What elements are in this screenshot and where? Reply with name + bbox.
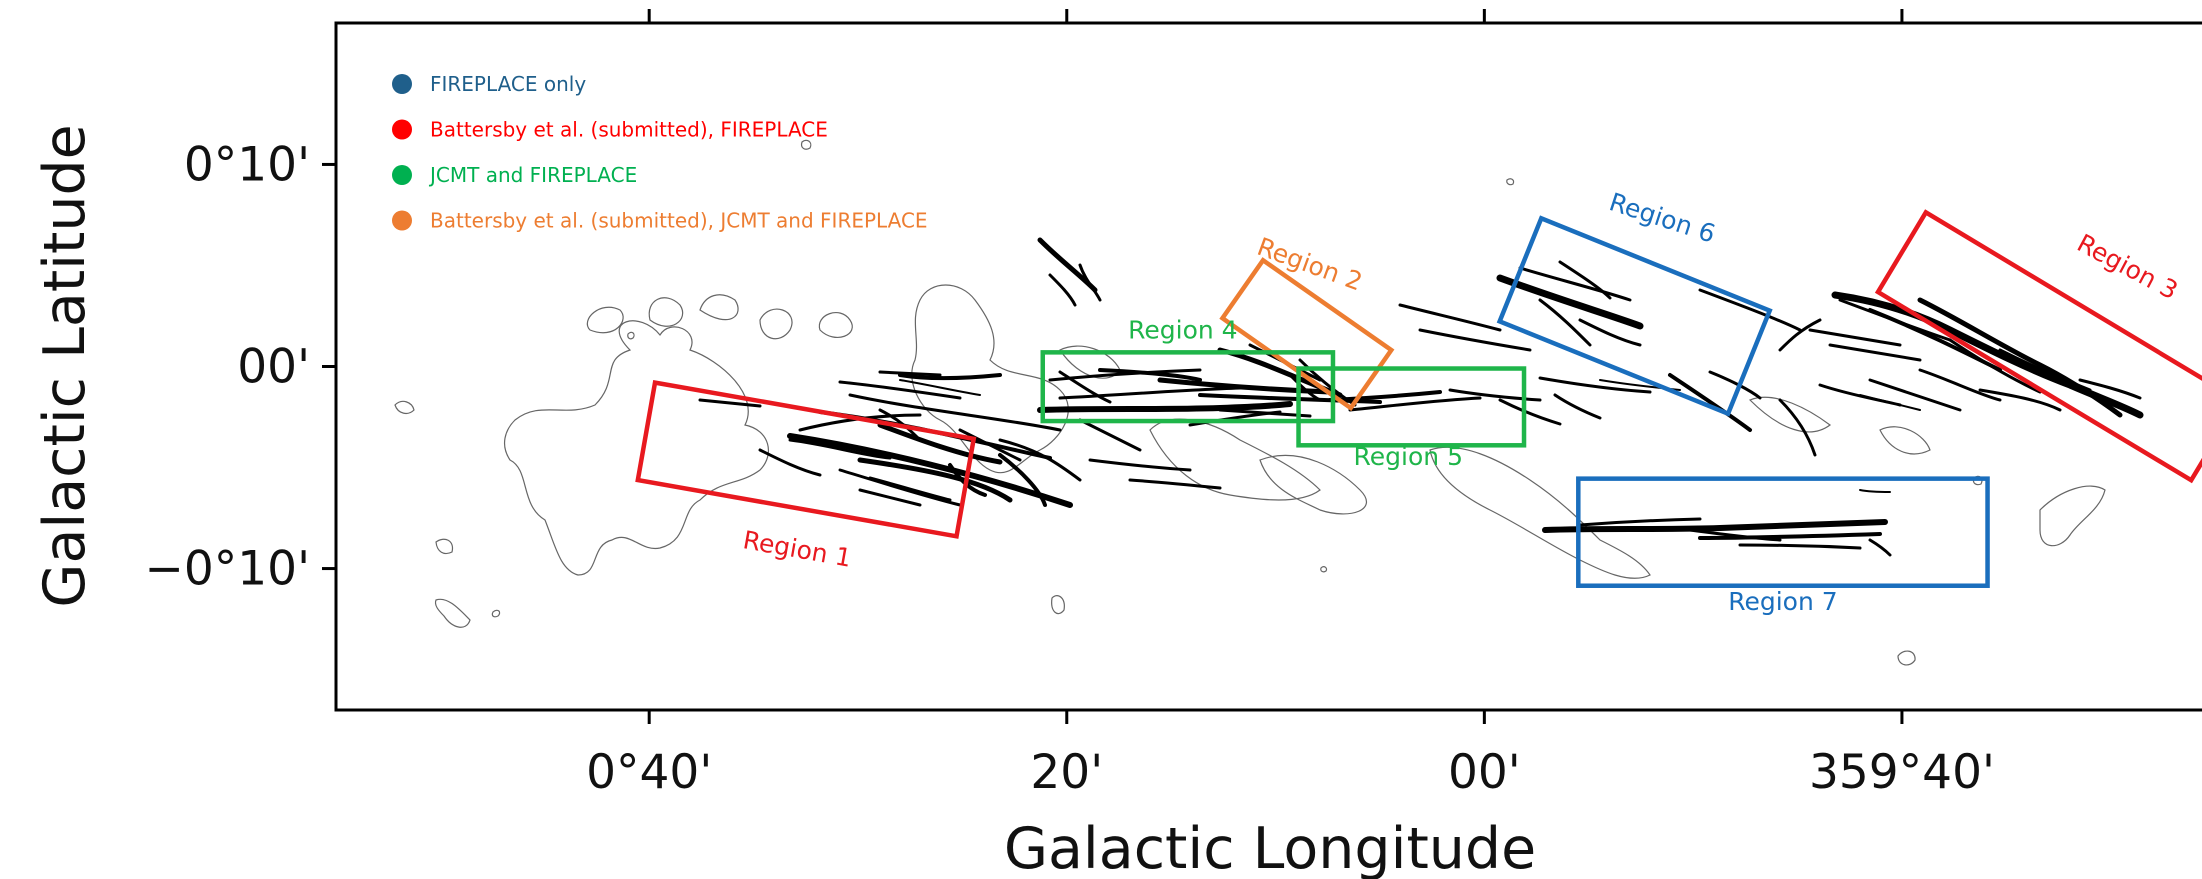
region-label: Region 7 — [1728, 587, 1837, 616]
legend: FIREPLACE only Battersby et al. (submitte… — [392, 72, 928, 233]
legend-marker — [392, 74, 412, 94]
region-label: Region 6 — [1606, 187, 1719, 248]
x-tick-label: 0°40' — [586, 745, 712, 800]
region-outline — [635, 379, 977, 539]
region-box-3 — [1874, 209, 2202, 484]
region-outline — [1040, 350, 1336, 424]
legend-label: Battersby et al. (submitted), FIREPLACE — [430, 118, 828, 142]
legend-marker — [392, 119, 412, 140]
axis-ticks — [322, 9, 1904, 724]
region-outline — [1496, 215, 1773, 417]
region-box-5 — [1296, 366, 1527, 448]
x-tick-label: 359°40' — [1809, 745, 1995, 800]
y-tick-label: 00' — [237, 340, 310, 395]
x-tick-label: 00' — [1448, 745, 1521, 800]
region-label: Region 4 — [1128, 316, 1237, 345]
region-outline — [1219, 257, 1395, 412]
filaments — [698, 237, 2144, 557]
region-box-1 — [635, 379, 977, 539]
regions: Region 1 Region 2 Region 3 Region 4 Region 5… — [635, 187, 2202, 616]
y-axis-title: Galactic Latitude — [32, 124, 98, 607]
y-tick-label: −0°10' — [144, 542, 310, 597]
region-box-2 — [1219, 257, 1395, 412]
region-outline — [1296, 366, 1527, 448]
region-outline — [1576, 476, 1990, 588]
x-axis-title: Galactic Longitude — [1004, 816, 1536, 879]
region-label: Region 5 — [1354, 442, 1463, 471]
region-label: Region 1 — [741, 525, 854, 573]
legend-label: JCMT and FIREPLACE — [428, 163, 637, 187]
legend-label: Battersby et al. (submitted), JCMT and F… — [430, 209, 928, 233]
region-outline — [1874, 209, 2202, 484]
y-tick-label: 0°10' — [184, 137, 310, 192]
legend-marker — [392, 210, 412, 231]
region-box-4 — [1040, 350, 1336, 424]
region-box-7 — [1576, 476, 1990, 588]
density-contours — [394, 139, 2106, 666]
tick-labels: 0°40' 20' 00' 359°40' 0°10' 00' −0°10' — [144, 137, 1994, 800]
region-label: Region 2 — [1253, 232, 1366, 297]
legend-label: FIREPLACE only — [430, 72, 586, 96]
legend-marker — [392, 165, 412, 185]
x-tick-label: 20' — [1030, 745, 1103, 800]
region-label: Region 3 — [2072, 228, 2182, 305]
region-box-6 — [1496, 215, 1773, 417]
